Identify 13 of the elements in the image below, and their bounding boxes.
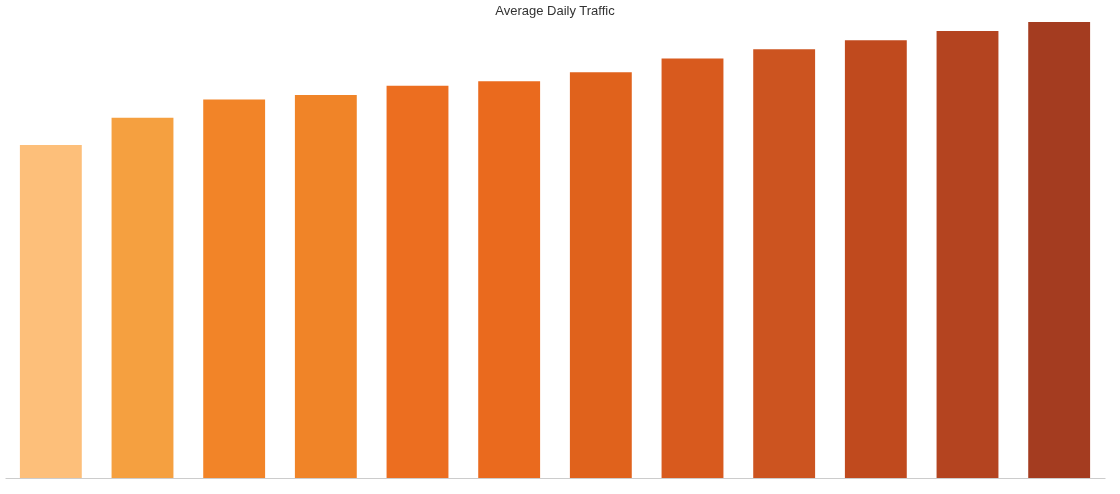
bar — [386, 85, 449, 478]
bar — [569, 72, 632, 478]
bar — [1028, 22, 1091, 478]
bar — [19, 145, 82, 478]
bar — [111, 117, 174, 478]
bar — [753, 49, 816, 478]
bar — [936, 31, 999, 478]
chart-title: Average Daily Traffic — [495, 3, 616, 18]
bar — [294, 94, 357, 478]
bar — [844, 40, 907, 478]
bar — [661, 58, 724, 478]
bar — [478, 81, 541, 478]
bar — [203, 99, 266, 478]
